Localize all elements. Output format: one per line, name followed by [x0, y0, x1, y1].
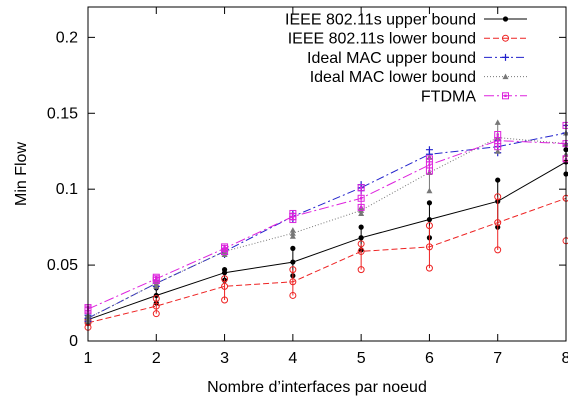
legend-label: FTDMA — [421, 88, 476, 105]
data-point — [428, 163, 431, 167]
data-point — [428, 169, 431, 173]
data-point — [425, 243, 433, 251]
plot-area — [84, 119, 568, 331]
y-tick-label: 0.2 — [56, 29, 78, 46]
data-point — [502, 73, 509, 80]
data-point — [291, 215, 295, 218]
data-point — [152, 275, 160, 283]
data-point — [494, 148, 501, 154]
x-tick-label: 3 — [220, 350, 229, 367]
y-tick-label: 0.1 — [56, 181, 78, 198]
x-tick-label: 8 — [562, 350, 568, 367]
data-point — [357, 240, 365, 248]
legend: IEEE 802.11s upper bound IEEE 802.11s low… — [285, 12, 527, 105]
data-point — [502, 92, 509, 100]
data-point — [496, 145, 499, 148]
data-point — [221, 282, 229, 290]
data-point — [155, 277, 158, 280]
data-point — [502, 16, 509, 22]
data-point — [494, 219, 502, 227]
data-point — [359, 186, 363, 189]
series-line — [87, 137, 567, 319]
data-point — [358, 210, 365, 216]
x-tick-label: 5 — [357, 350, 366, 367]
x-tick-label: 7 — [493, 350, 502, 367]
series — [85, 147, 568, 326]
plot-frame — [87, 6, 567, 342]
data-point — [426, 200, 433, 206]
data-point — [494, 119, 501, 125]
data-point — [289, 213, 297, 221]
series-line — [87, 132, 567, 319]
data-point — [290, 245, 296, 251]
data-point — [153, 283, 160, 289]
data-point — [221, 244, 229, 252]
x-axis-label: Nombre d’interfaces par noeud — [207, 379, 427, 396]
data-point — [152, 294, 160, 302]
y-tick-label: 0 — [69, 333, 78, 350]
x-tick-label: 6 — [425, 350, 434, 367]
series-line — [87, 161, 567, 321]
y-tick-label: 0.15 — [47, 105, 78, 122]
data-point — [152, 310, 160, 318]
data-point — [357, 247, 365, 255]
data-point — [494, 246, 502, 254]
data-point — [289, 291, 297, 299]
data-point — [494, 193, 502, 201]
data-point — [152, 302, 160, 310]
data-point — [502, 34, 509, 42]
data-point — [496, 139, 499, 142]
y-tick-label: 0.05 — [47, 257, 78, 274]
data-point — [289, 266, 297, 274]
data-point — [504, 94, 507, 97]
legend-label: Ideal MAC lower bound — [310, 69, 476, 86]
data-point — [290, 259, 296, 265]
series-line — [87, 140, 567, 310]
data-point — [221, 270, 228, 276]
data-point — [426, 154, 433, 160]
data-point — [358, 235, 364, 241]
data-point — [289, 227, 296, 233]
legend-label: Ideal MAC upper bound — [307, 50, 476, 67]
data-point — [358, 224, 364, 230]
data-point — [155, 279, 158, 282]
data-point — [357, 203, 365, 211]
data-point — [289, 278, 297, 286]
data-point — [428, 157, 431, 161]
data-point — [496, 133, 499, 136]
x-tick-label: 4 — [288, 350, 297, 367]
data-point — [494, 137, 502, 145]
data-point — [223, 247, 226, 250]
data-point — [495, 177, 501, 183]
legend-label: IEEE 802.11s upper bound — [285, 12, 476, 29]
data-point — [426, 187, 433, 194]
legend-label: IEEE 802.11s lower bound — [288, 31, 476, 48]
series-line — [87, 197, 567, 324]
data-point — [357, 184, 365, 192]
data-point — [357, 194, 365, 202]
y-axis-label: Min Flow — [13, 142, 30, 206]
data-point — [425, 161, 433, 169]
data-point — [502, 53, 509, 61]
data-point — [359, 206, 363, 209]
x-tick-label: 2 — [152, 350, 161, 367]
data-point — [359, 197, 363, 200]
data-point — [289, 230, 296, 236]
data-point — [223, 245, 226, 249]
data-point — [221, 296, 229, 304]
data-point — [221, 275, 229, 283]
data-point — [426, 216, 433, 223]
x-tick-label: 1 — [84, 350, 93, 367]
data-point — [357, 266, 365, 274]
data-point — [425, 264, 433, 272]
data-point — [289, 233, 296, 239]
data-point — [425, 222, 433, 230]
axes: 0 0.05 0.1 0.15 0.2 1 2 3 4 5 6 7 8 — [47, 7, 568, 367]
